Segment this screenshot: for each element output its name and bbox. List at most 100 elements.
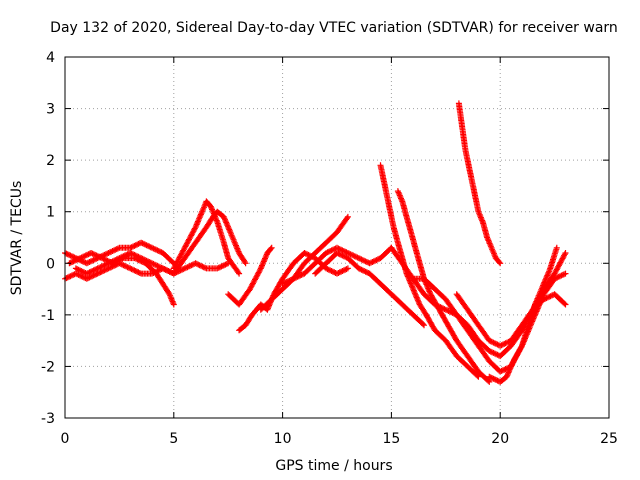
data-point: [86, 274, 93, 281]
data-point: [344, 215, 350, 222]
data-point: [474, 372, 481, 379]
data-point: [342, 253, 349, 260]
data-point: [93, 252, 100, 259]
series-track-7: [236, 250, 351, 334]
data-point: [102, 261, 109, 268]
data-point: [440, 305, 447, 312]
x-tick-label: 20: [491, 431, 509, 447]
data-point: [236, 270, 243, 277]
data-point: [486, 378, 493, 385]
y-tick-label: -2: [41, 359, 55, 375]
data-point: [281, 280, 287, 287]
data-point: [485, 377, 492, 384]
data-point: [83, 260, 90, 267]
data-point: [518, 344, 525, 351]
data-point: [87, 268, 94, 275]
data-point: [104, 266, 111, 273]
data-point: [344, 213, 351, 220]
data-point: [134, 241, 141, 248]
data-point: [562, 250, 569, 256]
x-tick-label: 0: [61, 431, 70, 447]
data-point: [268, 244, 275, 251]
series-track-10: [312, 250, 427, 329]
data-point: [87, 258, 94, 265]
data-point: [81, 253, 88, 260]
data-point: [235, 269, 242, 276]
x-tick-label: 25: [600, 431, 618, 447]
data-point: [420, 321, 426, 328]
data-point: [75, 255, 82, 262]
data-point: [120, 262, 127, 269]
axis-ticks: 0 5 10 15 20 25 -3 -2 -1 0 1 2 3 4: [41, 50, 618, 447]
data-point: [559, 271, 566, 278]
data-point: [79, 273, 86, 280]
series-track-13: [455, 100, 504, 267]
data-point: [147, 259, 154, 266]
data-point: [561, 251, 568, 258]
data-point: [93, 266, 100, 273]
data-point: [117, 254, 124, 261]
data-point: [355, 255, 362, 262]
data-point: [127, 265, 134, 272]
data-point: [501, 366, 508, 373]
data-point: [97, 264, 104, 271]
data-point: [475, 373, 482, 380]
data-point: [242, 260, 249, 267]
y-tick-label: 2: [46, 153, 55, 169]
x-tick-label: 5: [169, 431, 178, 447]
data-point: [498, 342, 505, 349]
data-point: [558, 256, 565, 263]
data-point: [73, 257, 80, 264]
data-marks: [62, 100, 569, 385]
data-point: [72, 265, 79, 272]
y-tick-label: 3: [46, 102, 55, 118]
data-point: [338, 268, 345, 275]
x-tick-label: 10: [274, 431, 292, 447]
chart-title: Day 132 of 2020, Sidereal Day-to-day VTE…: [50, 20, 618, 36]
data-point: [89, 250, 96, 257]
data-point: [120, 253, 127, 260]
data-point: [63, 250, 70, 257]
data-point: [561, 300, 568, 307]
data-point: [267, 245, 274, 252]
data-point: [140, 240, 147, 247]
plot-frame: [64, 56, 610, 419]
data-point: [421, 322, 427, 329]
series-track-11: [377, 162, 482, 380]
data-point: [496, 259, 503, 266]
data-point: [124, 251, 131, 258]
data-point: [111, 247, 117, 254]
series-track-6: [225, 244, 275, 308]
data-point: [355, 265, 362, 272]
data-point: [444, 307, 451, 314]
y-tick-label: 4: [46, 50, 55, 66]
y-axis-label: SDTVAR / TECUs: [9, 181, 25, 296]
data-point: [491, 340, 498, 347]
data-point: [241, 259, 248, 265]
data-point: [219, 262, 226, 269]
data-point: [199, 263, 206, 270]
data-point: [562, 301, 569, 308]
data-point: [222, 261, 229, 268]
series-track-5: [170, 198, 243, 277]
data-point: [328, 268, 335, 274]
data-point: [90, 257, 97, 264]
data-point: [331, 269, 338, 276]
data-point: [494, 341, 501, 348]
y-tick-label: -3: [41, 411, 55, 427]
series-track-16: [453, 291, 569, 349]
data-point: [553, 244, 560, 251]
data-point: [501, 340, 508, 347]
data-point: [338, 246, 345, 253]
data-point: [328, 247, 335, 254]
data-point: [491, 376, 498, 383]
data-point: [540, 296, 547, 303]
data-point: [335, 270, 342, 276]
x-tick-label: 15: [382, 431, 400, 447]
y-tick-label: -1: [41, 308, 55, 324]
data-point: [358, 266, 365, 273]
data-point: [437, 304, 444, 311]
y-tick-label: 1: [46, 205, 55, 221]
data-point: [96, 253, 103, 260]
data-point: [497, 260, 504, 267]
